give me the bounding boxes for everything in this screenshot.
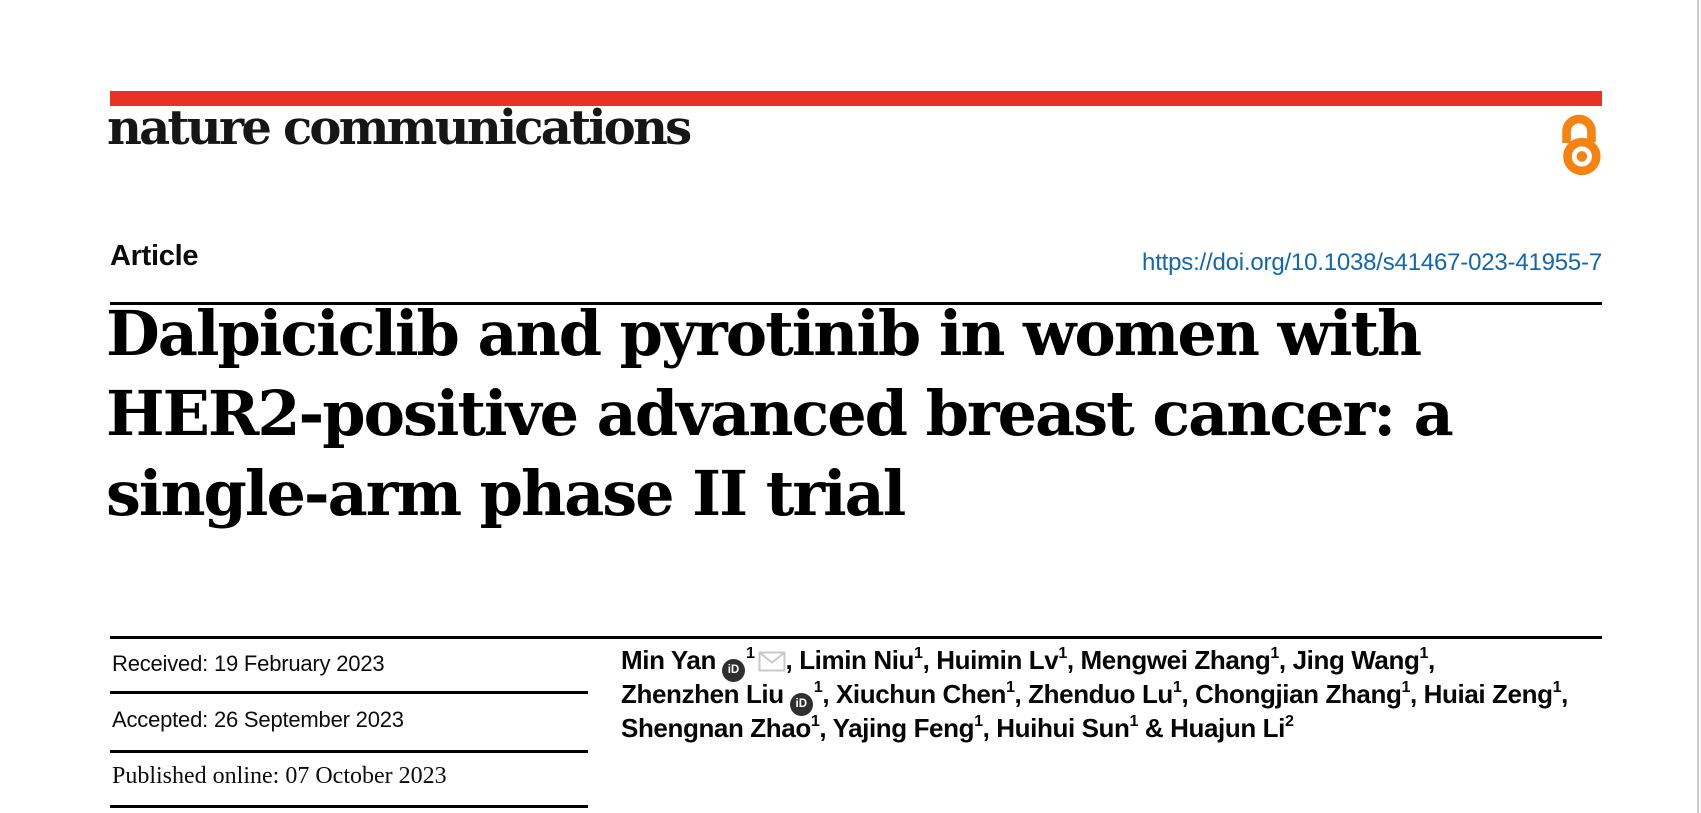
author-name: Zhenzhen Liu <box>621 679 784 709</box>
published-date: Published online: 07 October 2023 <box>112 763 447 789</box>
author-name: Huimin Lv <box>936 645 1059 675</box>
author-name: Mengwei Zhang <box>1080 645 1271 675</box>
orcid-icon[interactable]: iD <box>721 658 745 682</box>
page-edge-line <box>1697 0 1699 813</box>
author-name: Huajun Li <box>1170 713 1285 743</box>
open-access-icon[interactable] <box>1556 110 1602 183</box>
affiliation-superscript: 1 <box>1058 643 1067 662</box>
doi-link[interactable]: https://doi.org/10.1038/s41467-023-41955… <box>1142 249 1602 276</box>
author-name: Shengnan Zhao <box>621 713 811 743</box>
author-name: Huiai Zeng <box>1423 679 1553 709</box>
author-separator: , <box>785 645 800 675</box>
author-list: Min Yan iD1, Limin Niu1, Huimin Lv1, Meng… <box>621 643 1611 745</box>
author-name: Chongjian Zhang <box>1195 679 1402 709</box>
author-line: Shengnan Zhao1, Yajing Feng1, Huihui Sun… <box>621 711 1611 745</box>
affiliation-superscript: 1 <box>745 643 755 662</box>
author-separator: , <box>819 713 833 743</box>
received-date: Received: 19 February 2023 <box>112 651 385 676</box>
article-type-label: Article <box>110 240 199 272</box>
author-separator: , <box>1181 679 1196 709</box>
author-line: Min Yan iD1, Limin Niu1, Huimin Lv1, Meng… <box>621 643 1611 682</box>
paper-title: Dalpiciclib and pyrotinib in women with … <box>106 294 1506 534</box>
affiliation-superscript: 1 <box>914 643 923 662</box>
author-separator: , <box>1410 679 1424 709</box>
affiliation-superscript: 1 <box>1172 677 1182 696</box>
author-name: Yajing Feng <box>832 713 975 743</box>
orcid-icon[interactable]: iD <box>789 692 813 716</box>
date-rule <box>110 805 588 808</box>
author-separator: & <box>1138 713 1171 743</box>
title-separator-rule <box>110 636 1602 639</box>
author-name: Xiuchun Chen <box>835 679 1006 709</box>
date-rule <box>110 750 588 753</box>
author-name: Huihui Sun <box>996 713 1130 743</box>
author-separator: , <box>982 713 997 743</box>
author-separator: , <box>922 645 937 675</box>
author-separator: , <box>1278 645 1293 675</box>
paper-title-line-1: Dalpiciclib and pyrotinib in women with <box>106 297 1422 370</box>
journal-brand-bar <box>110 91 1602 106</box>
author-name: Jing Wang <box>1292 645 1420 675</box>
author-name: Min Yan <box>621 645 716 675</box>
paper-title-line-2: HER2-positive advanced breast cancer: a <box>106 377 1454 450</box>
author-name: Limin Niu <box>799 645 915 675</box>
author-line: Zhenzhen Liu iD1, Xiuchun Chen1, Zhenduo … <box>621 677 1611 716</box>
affiliation-superscript: 1 <box>1005 677 1015 696</box>
author-separator: , <box>1014 679 1029 709</box>
author-name: Zhenduo Lu <box>1028 679 1173 709</box>
paper-title-line-3: single-arm phase II trial <box>106 457 906 530</box>
journal-logo: nature communications <box>107 100 692 156</box>
date-rule <box>110 691 588 694</box>
affiliation-superscript: 1 <box>1419 643 1429 662</box>
affiliation-superscript: 1 <box>813 677 823 696</box>
affiliation-superscript: 1 <box>1401 677 1411 696</box>
affiliation-superscript: 1 <box>974 711 983 730</box>
author-separator: , <box>1561 679 1568 709</box>
affiliation-superscript: 1 <box>1552 677 1562 696</box>
author-separator: , <box>1066 645 1081 675</box>
accepted-date: Accepted: 26 September 2023 <box>112 707 404 732</box>
author-separator: , <box>822 679 836 709</box>
header-rule <box>110 302 1602 305</box>
affiliation-superscript: 1 <box>1129 711 1139 730</box>
author-separator: , <box>1428 645 1435 675</box>
affiliation-superscript: 1 <box>810 711 820 730</box>
affiliation-superscript: 2 <box>1284 711 1294 730</box>
affiliation-superscript: 1 <box>1270 643 1279 662</box>
email-icon[interactable] <box>758 646 786 680</box>
